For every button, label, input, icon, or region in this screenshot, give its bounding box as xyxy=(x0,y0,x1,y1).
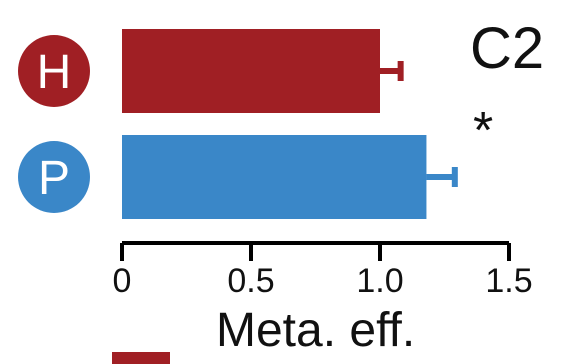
bar-p xyxy=(122,135,427,219)
significance-marker: * xyxy=(473,102,493,160)
category-label-h: H xyxy=(37,46,72,99)
x-tick-label: 1.0 xyxy=(356,262,403,300)
panel-label: C2 xyxy=(470,16,544,81)
x-tick-label: 0.5 xyxy=(227,262,274,300)
bar-h xyxy=(122,29,380,113)
category-badge-p xyxy=(18,141,90,213)
legend-label: Meta. eff. xyxy=(216,304,415,357)
x-tick-label: 1.5 xyxy=(485,262,532,300)
legend-swatch xyxy=(112,352,170,364)
x-tick-label: 0 xyxy=(113,262,132,300)
category-label-p: P xyxy=(38,152,70,205)
category-badge-h xyxy=(18,35,90,107)
